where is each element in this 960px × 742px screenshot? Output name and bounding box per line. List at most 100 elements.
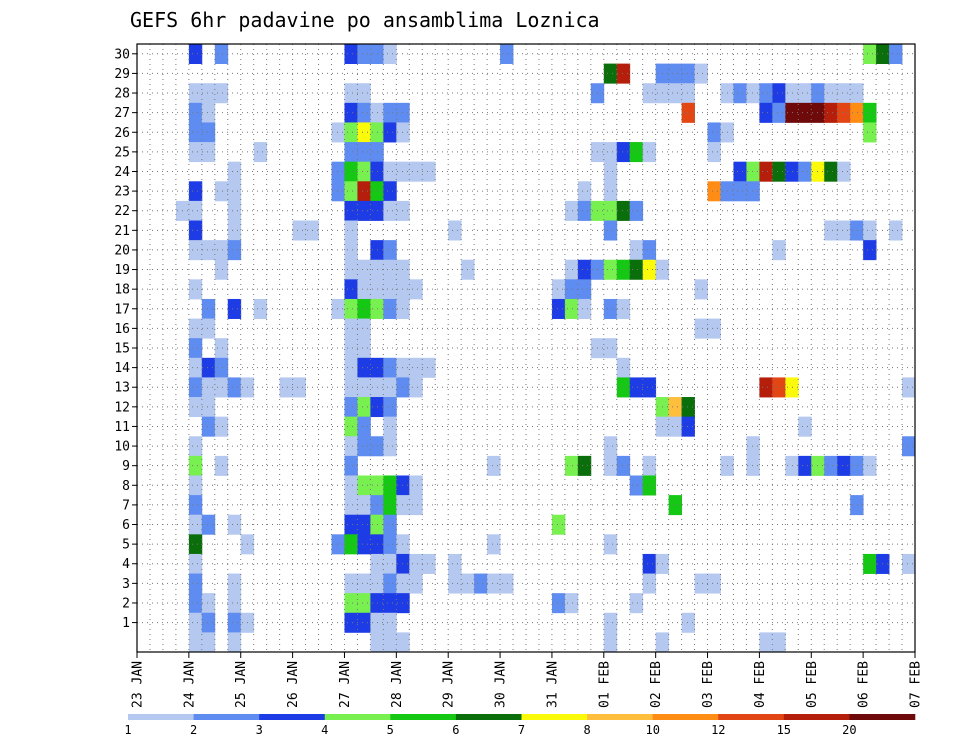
heatmap-cell bbox=[824, 161, 838, 182]
heatmap-cell bbox=[733, 83, 747, 104]
heatmap-cell bbox=[188, 553, 203, 574]
heatmap-cell bbox=[188, 102, 203, 123]
heatmap-cell bbox=[448, 553, 462, 574]
heatmap-cell bbox=[188, 455, 203, 476]
x-tick-label: 30 JAN bbox=[494, 661, 509, 708]
y-tick-label: 28 bbox=[114, 87, 130, 102]
heatmap-cell bbox=[188, 83, 203, 104]
y-tick-label: 16 bbox=[114, 322, 130, 337]
heatmap-cell bbox=[889, 220, 903, 241]
x-tick-label: 03 FEB bbox=[701, 661, 716, 708]
heatmap-cell bbox=[863, 240, 877, 261]
heatmap-cell bbox=[188, 534, 203, 555]
x-tick-label: 01 FEB bbox=[597, 661, 612, 708]
colorbar-label: 2 bbox=[190, 723, 197, 737]
heatmap-cell bbox=[837, 161, 851, 182]
heatmap-cell bbox=[409, 357, 423, 378]
heatmap-cell bbox=[357, 259, 371, 280]
y-tick-label: 13 bbox=[114, 381, 130, 396]
colorbar-label: 10 bbox=[645, 723, 659, 737]
y-tick-label: 10 bbox=[114, 440, 130, 455]
y-tick-label: 27 bbox=[114, 106, 130, 121]
heatmap-cell bbox=[603, 63, 618, 84]
heatmap-cell bbox=[188, 377, 203, 398]
colorbar-swatch bbox=[718, 714, 785, 720]
y-tick-label: 4 bbox=[122, 557, 130, 572]
heatmap-cell bbox=[629, 240, 644, 261]
x-tick-label: 27 JAN bbox=[338, 661, 353, 708]
heatmap-cell bbox=[681, 397, 695, 418]
y-tick-label: 15 bbox=[114, 342, 130, 357]
heatmap-cell bbox=[902, 553, 916, 574]
heatmap-cell bbox=[396, 573, 410, 594]
heatmap-cell bbox=[396, 475, 410, 496]
heatmap-cell bbox=[863, 455, 877, 476]
heatmap-cell bbox=[759, 632, 773, 653]
heatmap-cell bbox=[603, 298, 618, 319]
heatmap-cell bbox=[383, 553, 397, 574]
heatmap-cell bbox=[201, 612, 216, 633]
heatmap-cell bbox=[863, 553, 877, 574]
heatmap-cell bbox=[383, 573, 397, 594]
heatmap-cell bbox=[551, 593, 566, 614]
x-tick-label: 26 JAN bbox=[286, 661, 301, 708]
colorbar-swatch bbox=[587, 714, 653, 720]
heatmap-cell bbox=[383, 279, 397, 300]
heatmap-cell bbox=[642, 83, 657, 104]
heatmap-cells bbox=[175, 44, 916, 653]
heatmap-cell bbox=[331, 161, 345, 182]
heatmap-cell bbox=[863, 220, 877, 241]
heatmap-cell bbox=[824, 102, 838, 123]
heatmap-cell bbox=[772, 83, 786, 104]
heatmap-cell bbox=[344, 240, 358, 261]
y-tick-label: 25 bbox=[114, 145, 130, 160]
heatmap-cell bbox=[448, 573, 462, 594]
heatmap-cell bbox=[344, 298, 358, 319]
heatmap-cell bbox=[344, 377, 358, 398]
heatmap-cell bbox=[344, 612, 358, 633]
heatmap-cell bbox=[409, 573, 423, 594]
heatmap-cell bbox=[603, 200, 618, 221]
heatmap-cell bbox=[188, 573, 203, 594]
heatmap-cell bbox=[383, 44, 397, 65]
heatmap-cell bbox=[357, 102, 371, 123]
heatmap-cell bbox=[383, 534, 397, 555]
heatmap-cell bbox=[383, 612, 397, 633]
heatmap-cell bbox=[759, 102, 773, 123]
heatmap-cell bbox=[344, 181, 358, 202]
heatmap-cell bbox=[188, 220, 203, 241]
heatmap-cell bbox=[603, 612, 618, 633]
heatmap-cell bbox=[409, 553, 423, 574]
heatmap-cell bbox=[383, 436, 397, 457]
heatmap-cell bbox=[188, 181, 203, 202]
heatmap-cell bbox=[331, 534, 345, 555]
heatmap-cell bbox=[344, 455, 358, 476]
heatmap-cell bbox=[214, 240, 229, 261]
heatmap-cell bbox=[837, 220, 851, 241]
heatmap-cell bbox=[357, 436, 371, 457]
heatmap-cell bbox=[396, 279, 410, 300]
heatmap-cell bbox=[383, 397, 397, 418]
y-tick-label: 12 bbox=[114, 400, 130, 415]
heatmap-cell bbox=[551, 514, 566, 535]
heatmap-cell bbox=[798, 161, 812, 182]
heatmap-cell bbox=[759, 83, 773, 104]
y-tick-label: 24 bbox=[114, 165, 130, 180]
y-tick-label: 30 bbox=[114, 47, 130, 62]
heatmap-cell bbox=[357, 593, 371, 614]
heatmap-cell bbox=[383, 200, 397, 221]
heatmap-cell bbox=[642, 142, 657, 163]
heatmap-cell bbox=[863, 102, 877, 123]
heatmap-cell bbox=[214, 259, 229, 280]
heatmap-cell bbox=[344, 279, 358, 300]
colorbar-swatch bbox=[193, 714, 260, 720]
heatmap-cell bbox=[357, 475, 371, 496]
x-tick-label: 28 JAN bbox=[390, 661, 405, 708]
heatmap-cell bbox=[383, 593, 397, 614]
heatmap-cell bbox=[383, 514, 397, 535]
heatmap-cell bbox=[707, 181, 721, 202]
colorbar-label: 7 bbox=[518, 723, 525, 737]
heatmap-cell bbox=[383, 632, 397, 653]
heatmap-cell bbox=[383, 181, 397, 202]
